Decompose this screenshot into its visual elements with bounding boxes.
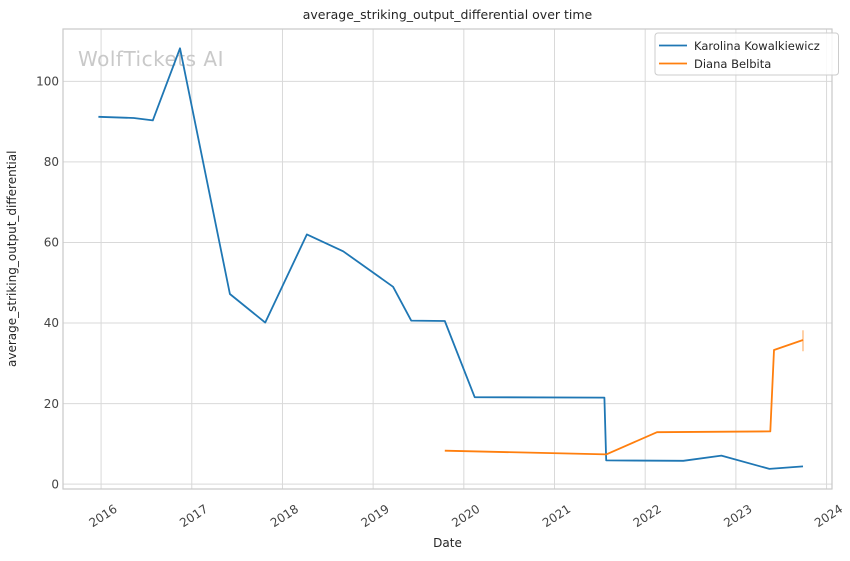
x-tick-label: 2017 bbox=[177, 502, 210, 530]
series-line-diana-belbita bbox=[444, 339, 804, 456]
watermark-text: WolfTickets AI bbox=[78, 47, 224, 71]
x-tick-label: 2019 bbox=[359, 502, 392, 530]
x-tick-label: 2024 bbox=[812, 502, 845, 530]
x-tick-label: 2023 bbox=[721, 502, 754, 530]
series-layer bbox=[98, 47, 804, 470]
legend: Karolina Kowalkiewicz Diana Belbita bbox=[654, 32, 839, 76]
x-tick-label: 2022 bbox=[631, 502, 664, 530]
y-tick-labels: 0 20 40 60 80 100 bbox=[36, 75, 59, 492]
grid-layer bbox=[63, 29, 832, 489]
y-tick-label: 80 bbox=[44, 155, 59, 169]
y-tick-label: 60 bbox=[44, 236, 59, 250]
x-tick-label: 2020 bbox=[449, 502, 482, 530]
plot-border bbox=[62, 28, 833, 490]
x-tick-labels: 2016 2017 2018 2019 2020 2021 2022 2023 2024 bbox=[86, 502, 845, 530]
legend-label: Karolina Kowalkiewicz bbox=[694, 39, 820, 53]
y-tick-label: 0 bbox=[51, 477, 59, 491]
y-tick-label: 100 bbox=[36, 75, 59, 89]
series-line-karolina-kowalkiewicz bbox=[98, 47, 804, 470]
x-tick-label: 2018 bbox=[268, 502, 301, 530]
y-tick-label: 40 bbox=[44, 316, 59, 330]
chart-title: average_striking_output_differential ove… bbox=[303, 7, 593, 22]
legend-entries: Karolina Kowalkiewicz Diana Belbita bbox=[659, 39, 820, 71]
x-axis-label: Date bbox=[433, 536, 462, 550]
y-axis-label: average_striking_output_differential bbox=[5, 151, 19, 367]
y-tick-label: 20 bbox=[44, 397, 59, 411]
x-tick-label: 2021 bbox=[540, 502, 573, 530]
legend-label: Diana Belbita bbox=[694, 57, 771, 71]
x-tick-label: 2016 bbox=[86, 502, 119, 530]
legend-box bbox=[654, 32, 839, 76]
